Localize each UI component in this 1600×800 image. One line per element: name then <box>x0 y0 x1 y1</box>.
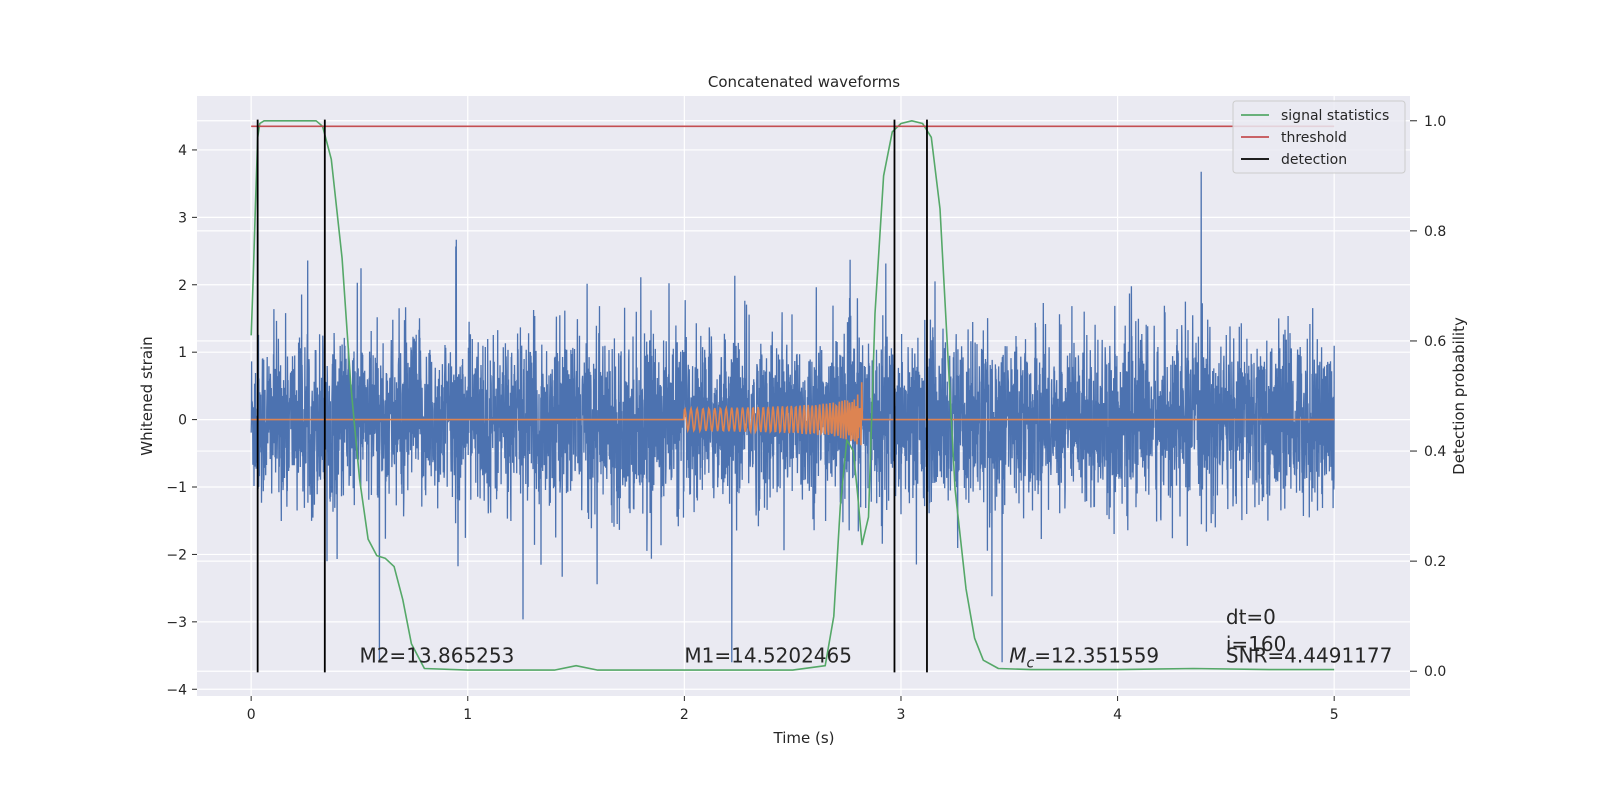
y2-tick-label: 1.0 <box>1424 114 1446 130</box>
y-tick-label: −2 <box>166 547 187 563</box>
y2-axis-label: Detection probability <box>1450 317 1468 475</box>
chart-title: Concatenated waveforms <box>708 73 900 91</box>
x-tick-label: 4 <box>1113 707 1122 723</box>
legend-box <box>1232 100 1406 174</box>
y-tick-label: −4 <box>166 682 187 698</box>
y-tick-label: 0 <box>178 413 187 429</box>
y2-tick-label: 0.8 <box>1424 224 1446 240</box>
annotation-text: SNR=4.4491177 <box>1226 643 1392 667</box>
y-tick-label: 2 <box>178 278 187 294</box>
x-axis-label: Time (s) <box>773 729 835 747</box>
legend-label: signal statistics <box>1281 108 1389 124</box>
x-tick-label: 1 <box>463 707 472 723</box>
series-injected-waveform <box>251 382 1335 446</box>
y-tick-label: −3 <box>166 615 187 631</box>
y-axis-label: Whitened strain <box>138 336 156 455</box>
x-tick-label: 5 <box>1330 707 1339 723</box>
y-tick-label: 3 <box>178 210 187 226</box>
x-tick-label: 3 <box>897 707 906 723</box>
y2-tick-label: 0.2 <box>1424 554 1446 570</box>
annotation-text: M1=14.5202465 <box>684 643 852 667</box>
plot-lines: M2=13.865253 M1=14.5202465 Mc=12.351559 dt=… <box>250 119 1392 673</box>
y2-tick-label: 0.4 <box>1424 444 1446 460</box>
legend-label: threshold <box>1281 130 1347 146</box>
legend: signal statistics threshold detection <box>1232 100 1406 174</box>
axes: 0 1 2 3 4 5 −4 −3 −2 −1 0 1 2 3 4 0.0 0.2 0.4 0.6 0.8 1.0 <box>166 114 1446 723</box>
series-signal-statistics <box>250 120 1335 671</box>
grid <box>197 96 1410 696</box>
annotation-text: M2=13.865253 <box>359 643 514 667</box>
y-tick-label: −1 <box>166 480 187 496</box>
y2-tick-label: 0.6 <box>1424 334 1446 350</box>
y-tick-label: 4 <box>178 143 187 159</box>
annotation-text: dt=0 <box>1226 605 1276 629</box>
x-tick-label: 2 <box>680 707 689 723</box>
y-tick-label: 1 <box>178 345 187 361</box>
annotation-text: Mc=12.351559 <box>1009 643 1159 671</box>
legend-label: detection <box>1281 152 1347 168</box>
annotation-text: i=160 <box>1226 632 1287 656</box>
x-tick-label: 0 <box>247 707 256 723</box>
y2-tick-label: 0.0 <box>1424 664 1446 680</box>
